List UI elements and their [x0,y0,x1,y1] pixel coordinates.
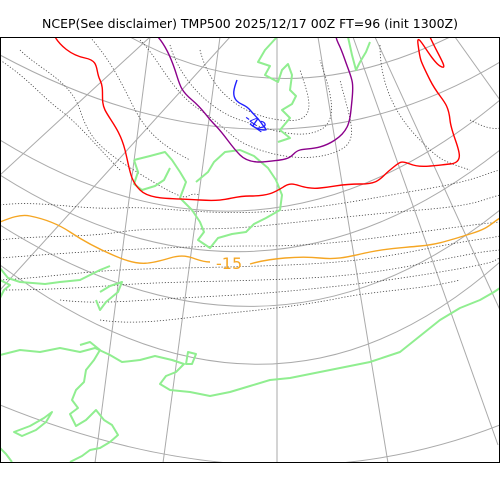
isotherm-line [0,221,500,259]
meridian-line [317,37,389,463]
isotherm-line [469,119,500,129]
dotted-isotherms [0,37,500,323]
meridian-line [0,37,231,291]
contour-label-minus-42: -42 [241,110,269,136]
isotherm-line [379,44,471,171]
isotherm-line [169,44,332,135]
latitude-line [0,404,500,463]
isotherm-line [99,279,461,323]
coastline [13,411,53,437]
latitude-line [0,261,500,365]
meridian-line [374,37,500,311]
isotherm-line [59,257,500,303]
coastline [0,265,111,285]
isotherm-line [0,235,500,281]
isotherm-line [0,194,500,241]
meridian-line [94,37,151,463]
contour-blue [233,79,267,131]
contour-label-minus-15: -15 [216,254,242,273]
latitude-line [0,149,500,253]
coastline [185,351,197,365]
map-frame: -15 -42 [0,37,500,463]
contour-orange [0,214,500,265]
coastline [133,159,171,191]
map-title: NCEP(See disclaimer) TMP500 2025/12/17 0… [41,16,458,31]
latitude-line [0,99,500,212]
coastline [347,37,371,71]
meridian-line [454,37,500,101]
isotherm-line [19,49,201,198]
coastlines [0,37,500,463]
graticule-meridians [0,37,500,463]
isotherm-line [0,249,500,291]
meridian-line [162,37,221,463]
coastline [95,281,123,311]
isotherm-line [0,169,500,214]
isotherm-line [199,49,310,122]
coastline [0,447,13,463]
isotherm-line [139,39,352,158]
map-border [0,37,500,463]
coastline [69,341,119,463]
latitude-line [0,209,500,307]
isotherm-line [0,59,121,171]
coastline [257,37,297,143]
coastline [0,287,500,397]
contour-red [54,37,461,202]
meridian-line [0,37,151,176]
isotherm-line [89,37,191,161]
meridian-line [352,37,499,446]
coastline [0,279,11,299]
coastline [133,149,283,249]
contour-purple [157,37,354,163]
graticule-latitude-lines [0,37,500,463]
